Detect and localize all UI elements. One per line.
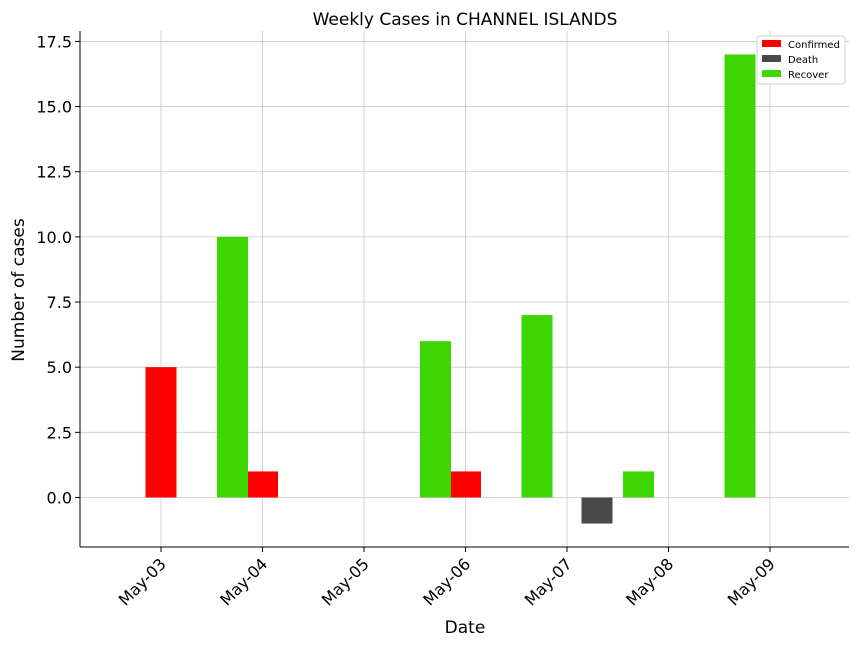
y-tick-label: 15.0 [36,98,72,117]
y-tick-label: 10.0 [36,228,72,247]
bar-recover-may-04 [217,236,248,498]
legend-swatch-recover [762,70,781,77]
chart-title: Weekly Cases in CHANNEL ISLANDS [313,10,618,30]
bar-death-may-07 [581,497,613,524]
x-tick-label: May-07 [521,554,576,609]
y-tick-label: 2.5 [47,423,72,442]
bar-recover-may-07 [521,315,553,498]
legend-label-death: Death [788,55,818,66]
x-tick-label: May-09 [724,554,779,609]
ticks: May-03 May-04 May-05 May-06 May-07 May-08 May-… [36,32,778,609]
x-tick-label: May-04 [216,554,271,609]
grid-lines [80,31,849,547]
y-axis-label: Number of cases [9,218,29,362]
legend-swatch-confirmed [762,40,781,47]
bar-confirmed-may-03 [145,367,177,498]
bar-recover-may-06 [420,341,451,498]
y-tick-label: 17.5 [36,32,72,51]
x-axis-label: Date [445,618,486,638]
y-tick-label: 7.5 [47,293,72,312]
x-tick-label: May-08 [622,554,677,609]
y-tick-label: 0.0 [47,488,72,507]
y-tick-label: 5.0 [47,358,72,377]
bar-recover-may-08 [623,471,654,498]
legend: Confirmed Death Recover [756,35,846,85]
legend-label-recover: Recover [788,70,829,81]
bar-confirmed-may-06 [450,471,481,498]
bar-confirmed-may-04 [247,471,278,498]
y-tick-label: 12.5 [36,163,72,182]
axes [79,31,849,548]
legend-label-confirmed: Confirmed [788,40,840,51]
x-tick-label: May-06 [419,554,474,609]
x-tick-label: May-05 [318,554,373,609]
x-tick-label: May-03 [115,554,170,609]
legend-swatch-death [762,55,781,62]
bars [145,54,756,524]
bar-recover-may-09 [724,54,756,498]
